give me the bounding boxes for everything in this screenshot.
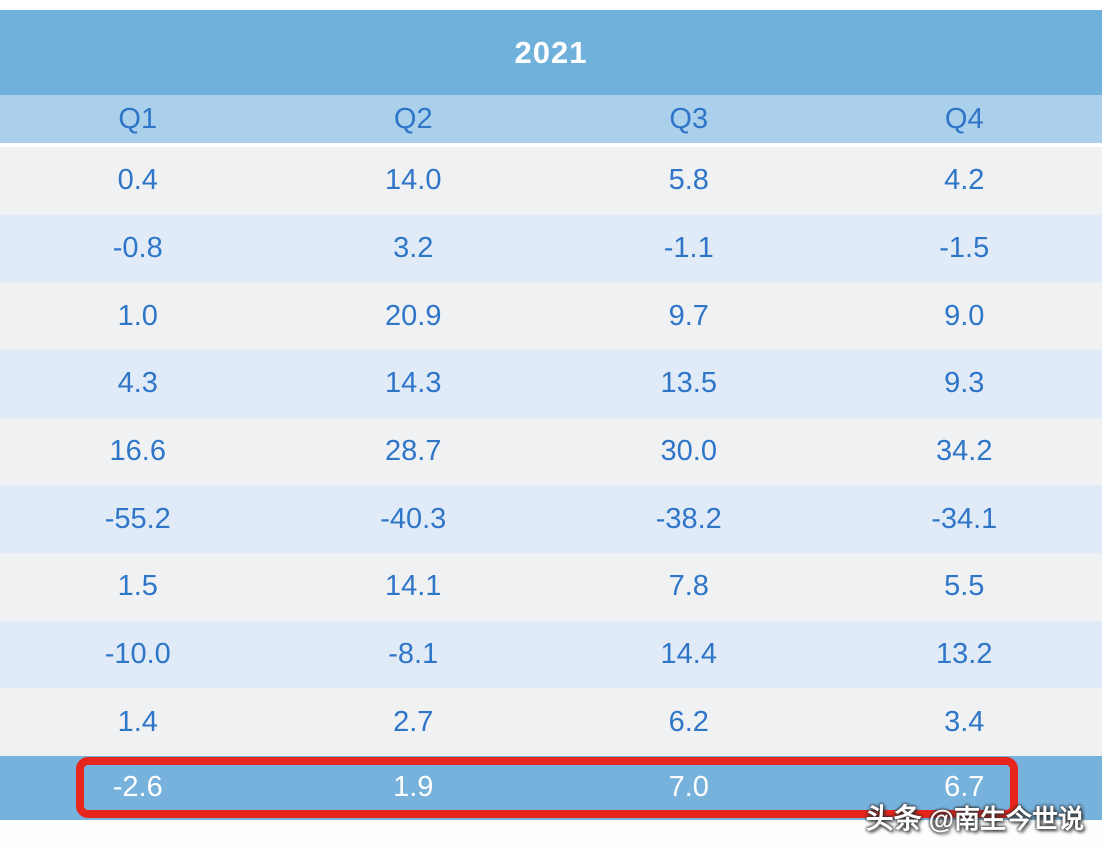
table-cell: 1.9 (393, 771, 434, 804)
table-cell: -55.2 (104, 502, 171, 535)
watermark: 头条 @南生今世说 (866, 797, 1084, 837)
table-cell: 9.0 (944, 299, 985, 332)
table-cell: 20.9 (385, 299, 442, 332)
table-body: 0.4 14.0 5.8 4.2 -0.8 3.2 -1.1 -1.5 1.0 20.9 9.7 9.… (0, 147, 1102, 820)
table-cell: -2.6 (112, 771, 163, 804)
table-cell: 5.8 (668, 164, 709, 197)
table-cell: -1.5 (939, 231, 990, 264)
table-cell: -8.1 (388, 637, 439, 670)
table-cell: -1.1 (663, 231, 714, 264)
table-row: 16.6 28.7 30.0 34.2 (0, 417, 1102, 486)
table-cell: 13.2 (936, 637, 993, 670)
table-cell: 6.2 (668, 705, 709, 738)
table-row: 4.3 14.3 13.5 9.3 (0, 349, 1102, 418)
table-cell: 30.0 (660, 434, 717, 467)
table-cell: 4.3 (117, 367, 158, 400)
table-cell: 9.7 (668, 299, 709, 332)
table-cell: 2.7 (393, 705, 434, 738)
watermark-handle: @南生今世说 (928, 804, 1084, 834)
table-cell: 14.1 (385, 570, 442, 603)
table-cell: -40.3 (380, 502, 447, 535)
table-cell: -38.2 (655, 502, 722, 535)
table-cell: 9.3 (944, 367, 985, 400)
header-separator (0, 143, 1102, 147)
table-cell: 14.0 (385, 164, 442, 197)
table-row: -0.8 3.2 -1.1 -1.5 (0, 214, 1102, 283)
table-cell: 28.7 (385, 434, 442, 467)
year-header-row: 2021 (0, 10, 1102, 95)
table-cell: 14.4 (660, 637, 717, 670)
highlighted-table-row: -2.6 1.9 7.0 6.7 (0, 755, 1102, 820)
table-row: 0.4 14.0 5.8 4.2 (0, 147, 1102, 215)
table-cell: 7.8 (668, 570, 709, 603)
column-header-q4: Q4 (944, 102, 984, 135)
table-cell: 7.0 (668, 771, 709, 804)
table-cell: 13.5 (660, 367, 717, 400)
table-cell: 6.7 (944, 771, 985, 804)
column-header-q2: Q2 (393, 102, 433, 135)
column-header-q1: Q1 (118, 102, 158, 135)
table-cell: 3.4 (944, 705, 985, 738)
table-cell: 16.6 (109, 434, 166, 467)
table-cell: -0.8 (112, 231, 163, 264)
table-row: -10.0 -8.1 14.4 13.2 (0, 620, 1102, 689)
table-row: 1.4 2.7 6.2 3.4 (0, 688, 1102, 756)
table-row: 1.0 20.9 9.7 9.0 (0, 282, 1102, 350)
table-cell: -34.1 (931, 502, 998, 535)
year-title: 2021 (514, 34, 588, 70)
top-margin-strip (0, 0, 1102, 10)
table-cell: 14.3 (385, 367, 442, 400)
table-cell: 4.2 (944, 164, 985, 197)
table-cell: 1.0 (117, 299, 158, 332)
column-header-q3: Q3 (669, 102, 709, 135)
watermark-brand: 头条 (865, 803, 922, 834)
table-cell: 0.4 (117, 164, 158, 197)
table-cell: -10.0 (104, 637, 171, 670)
table-cell: 34.2 (936, 434, 993, 467)
table-cell: 3.2 (393, 231, 434, 264)
table-row: -55.2 -40.3 -38.2 -34.1 (0, 485, 1102, 553)
table-cell: 1.5 (117, 570, 158, 603)
table-cell: 1.4 (117, 705, 158, 738)
table-row: 1.5 14.1 7.8 5.5 (0, 552, 1102, 621)
column-header-row: Q1 Q2 Q3 Q4 (0, 95, 1102, 143)
table-cell: 5.5 (944, 570, 985, 603)
